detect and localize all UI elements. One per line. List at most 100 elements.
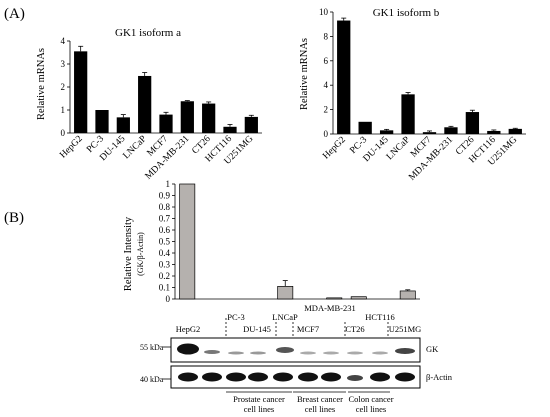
y-tick-label: 6 bbox=[324, 56, 329, 66]
bar bbox=[401, 94, 415, 134]
y-tick-label: 1 bbox=[61, 105, 66, 115]
bar bbox=[223, 126, 237, 133]
gk-row-label: GK bbox=[426, 344, 439, 354]
bar bbox=[379, 130, 394, 134]
bar bbox=[244, 116, 258, 133]
group-prostate-line2: cell lines bbox=[244, 404, 274, 414]
y-tick-label: 4 bbox=[61, 36, 66, 46]
gk-band-hct116 bbox=[372, 351, 388, 355]
y-tick-label: 0.8 bbox=[159, 202, 171, 212]
y-tick-label: 0.9 bbox=[159, 191, 171, 201]
y-tick-label: 0.4 bbox=[159, 248, 171, 258]
chart-b-title: GK1 isoform b bbox=[373, 7, 440, 19]
bar bbox=[74, 51, 88, 133]
gk-band-pc3 bbox=[228, 351, 244, 355]
panel-b-label: (B) bbox=[4, 210, 24, 226]
gk-band-hepg2 bbox=[177, 343, 199, 355]
x-tick-label: LNCaP bbox=[385, 135, 412, 162]
blot-label-du145: DU-145 bbox=[243, 324, 271, 334]
gk-blot-strip bbox=[170, 337, 421, 363]
bar bbox=[202, 103, 216, 133]
bar bbox=[180, 101, 194, 133]
group-breast-line1: Breast cancer bbox=[297, 394, 343, 404]
chart-c-ylabel-sub: (GK/β-Actin) bbox=[136, 232, 145, 276]
bar bbox=[326, 297, 343, 300]
bar bbox=[358, 121, 372, 134]
y-tick-label: 3 bbox=[61, 59, 66, 69]
y-tick-label: 1 bbox=[166, 179, 171, 189]
y-tick-label: 2 bbox=[61, 82, 66, 92]
y-tick-label: 0 bbox=[61, 128, 66, 138]
group-colon-line1: Colon cancer bbox=[348, 394, 393, 404]
actin-band-pc3 bbox=[226, 372, 246, 382]
x-tick-label: LNCaP bbox=[122, 134, 149, 161]
actin-band-ct26 bbox=[347, 375, 363, 381]
actin-band-u251mg bbox=[395, 372, 415, 382]
bar bbox=[138, 75, 152, 133]
y-tick-label: 0.6 bbox=[159, 225, 171, 235]
group-breast-line2: cell lines bbox=[305, 404, 335, 414]
group-prostate-line1: Prostate cancer bbox=[233, 394, 285, 404]
lane-group-separators bbox=[225, 318, 389, 338]
chart-isoform-b: GK1 isoform b Relative mRNAs 0246810HepG… bbox=[299, 7, 526, 183]
blot-label-ct26: CT26 bbox=[345, 324, 364, 334]
actin-blot-strip bbox=[170, 365, 421, 389]
chart-relative-intensity: Relative Intensity (GK/β-Actin) 00.10.20… bbox=[123, 179, 420, 304]
gk-band-ct26 bbox=[347, 351, 363, 355]
bar bbox=[399, 290, 416, 300]
actin-band-du145 bbox=[248, 372, 268, 382]
bar bbox=[159, 114, 173, 133]
bar bbox=[277, 286, 294, 300]
marker-40kda: 40 kDa bbox=[140, 375, 164, 384]
chart-c-ylabel: Relative Intensity bbox=[123, 216, 134, 291]
bar bbox=[116, 117, 130, 133]
bar bbox=[422, 132, 437, 134]
actin-row-label: β-Actin bbox=[426, 372, 453, 382]
chart-a-ylabel: Relative mRNAs bbox=[36, 48, 47, 120]
blot-label-mcf7: MCF7 bbox=[297, 324, 319, 334]
blot-label-lncap: LNCaP bbox=[272, 312, 298, 322]
y-tick-label: 0.5 bbox=[159, 237, 171, 247]
gk-band-u251mg bbox=[395, 348, 415, 354]
blot-label-mdamb231: MDA-MB-231 bbox=[304, 303, 355, 313]
bar bbox=[350, 296, 367, 300]
gk-bands bbox=[177, 343, 415, 355]
panel-a-label: (A) bbox=[4, 6, 25, 22]
actin-band-hct116 bbox=[370, 372, 390, 382]
gk-band-lncap bbox=[276, 347, 294, 353]
y-tick-label: 0.3 bbox=[159, 260, 171, 270]
gk-band-mcf7 bbox=[300, 351, 316, 355]
actin-bands bbox=[178, 372, 415, 382]
blot-label-hepg2: HepG2 bbox=[176, 324, 201, 334]
y-tick-label: 0 bbox=[166, 294, 171, 304]
chart-b-ylabel: Relative mRNAs bbox=[299, 38, 310, 110]
actin-band-lane2 bbox=[202, 372, 222, 382]
blot-label-hct116: HCT116 bbox=[365, 312, 394, 322]
bar bbox=[444, 127, 458, 134]
bar bbox=[487, 130, 501, 134]
y-tick-label: 2 bbox=[324, 105, 329, 115]
actin-band-lncap bbox=[273, 372, 293, 382]
chart-a-title: GK1 isoform a bbox=[115, 27, 181, 39]
actin-band-hepg2 bbox=[178, 372, 198, 382]
bar bbox=[508, 128, 522, 134]
y-tick-label: 4 bbox=[324, 80, 329, 90]
bar bbox=[337, 20, 351, 134]
bar bbox=[95, 110, 109, 133]
gk-band-mdamb231 bbox=[323, 351, 339, 355]
bar bbox=[179, 183, 196, 300]
actin-band-mdamb231 bbox=[321, 372, 341, 382]
gk-band-du145 bbox=[250, 351, 266, 355]
marker-55kda: 55 kDa bbox=[140, 343, 164, 352]
actin-band-mcf7 bbox=[298, 372, 318, 382]
y-tick-label: 10 bbox=[319, 7, 329, 17]
blot-label-pc3: PC-3 bbox=[227, 312, 244, 322]
y-tick-label: 0 bbox=[324, 129, 329, 139]
y-tick-label: 0.7 bbox=[159, 214, 171, 224]
group-colon-line2: cell lines bbox=[356, 404, 386, 414]
blot-label-u251mg: U251MG bbox=[389, 324, 422, 334]
y-tick-label: 0.2 bbox=[159, 271, 170, 281]
y-tick-label: 0.1 bbox=[159, 283, 170, 293]
